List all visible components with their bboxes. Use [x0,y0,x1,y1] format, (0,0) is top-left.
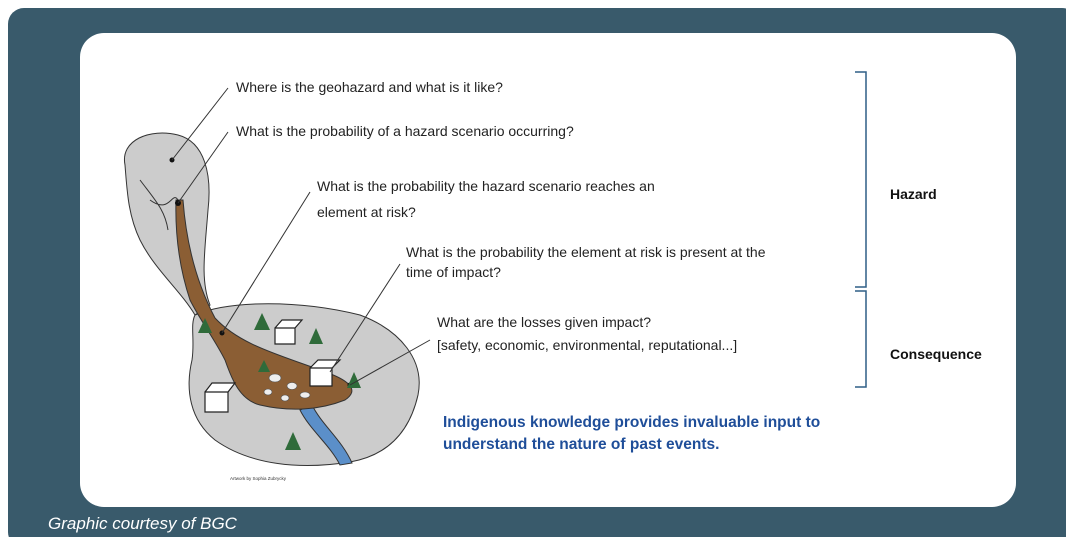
note: Indigenous knowledge provides invaluable… [443,414,820,431]
question: What is the probability of a hazard scen… [236,123,574,139]
question: What are the losses given impact? [437,314,651,330]
question: time of impact? [406,264,501,280]
page: Artwork by Sophia Zubrycky Where is the … [0,0,1066,537]
question: What is the probability the hazard scena… [317,178,655,194]
question: Where is the geohazard and what is it li… [236,79,503,95]
group-label: Hazard [890,186,937,202]
question: [safety, economic, environmental, reputa… [437,337,737,353]
question: What is the probability the element at r… [406,244,766,260]
note: understand the nature of past events. [443,436,719,453]
caption: Graphic courtesy of BGC [48,514,238,533]
credit: Artwork by Sophia Zubrycky [230,476,287,481]
group-label: Consequence [890,346,982,362]
question: element at risk? [317,204,416,220]
